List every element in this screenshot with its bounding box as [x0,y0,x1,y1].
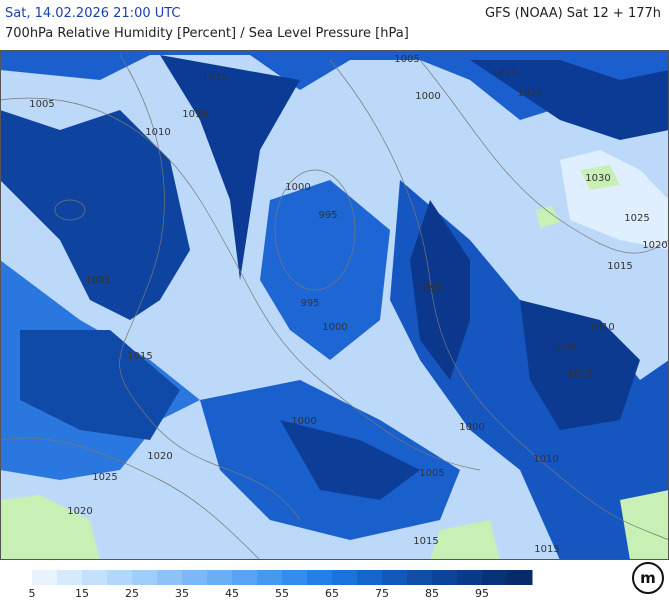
colorbar-label: 95 [475,587,489,600]
isobar-label: 1020 [67,506,92,517]
isobar-label: 1010 [589,322,614,333]
colorbar-cell [107,570,133,585]
colorbar-cell [457,570,483,585]
colorbar-cell [182,570,208,585]
colorbar-cell [207,570,233,585]
colorbar-cell [82,570,108,585]
isobar-label: 1005 [394,54,419,65]
isobar-label: 1000 [291,416,316,427]
isobar-label: 1010 [182,109,207,120]
colorbar-cell [257,570,283,585]
isobar-label: 1020 [147,451,172,462]
colorbar-label: 25 [125,587,139,600]
isobar-label: 1020 [517,88,542,99]
isobar-label: 1015 [567,369,592,380]
colorbar-cell [132,570,158,585]
colorbar-label: 65 [325,587,339,600]
colorbar-label: 75 [375,587,389,600]
colorbar-label: 15 [75,587,89,600]
map-title: 700hPa Relative Humidity [Percent] / Sea… [5,26,409,41]
logo: m [632,562,664,594]
colorbar-label: 5 [29,587,36,600]
isobar-label: 1020 [642,240,667,251]
colorbar-cell [282,570,308,585]
isobar-label: 1005 [85,275,110,286]
colorbar: 5 15 25 35 45 55 65 75 85 95 [29,570,533,600]
colorbar-cell [32,570,58,585]
colorbar-cell [482,570,508,585]
isobar-label: 995 [318,210,337,221]
isobar-label: 1030 [585,173,610,184]
colorbar-label: 35 [175,587,189,600]
colorbar-cell [232,570,258,585]
isobar-label: 1015 [202,72,227,83]
isobar-label: 1000 [459,422,484,433]
isobar-label: 1015 [413,536,438,547]
colorbar-cell [432,570,458,585]
colorbar-cell [507,570,533,585]
colorbar-cell [332,570,358,585]
isobar-label: 1000 [285,182,310,193]
model-run: GFS (NOAA) Sat 12 + 177h [484,6,661,21]
isobar-label: 1015 [127,351,152,362]
isobar-label: 1015 [534,544,559,555]
colorbar-cell [57,570,83,585]
map-field [0,50,669,561]
isobar-label: 1015 [607,261,632,272]
isobar-label: 1005 [419,468,444,479]
colorbar-label: 85 [425,587,439,600]
isobar-label: 1010 [145,127,170,138]
isobar-label: 1000 [415,91,440,102]
isobar-label: 1005 [29,99,54,110]
isobar-label: 1025 [624,213,649,224]
colorbar-cell [357,570,383,585]
isobar-label: 995 [300,298,319,309]
colorbar-label: 55 [275,587,289,600]
isobar-label: 1010 [533,454,558,465]
colorbar-cell [407,570,433,585]
isobar-label: 1000 [322,322,347,333]
isobar-labels: 1005101510201000100510151010101010301025… [29,54,667,555]
isobar-label: 995 [423,283,442,294]
isobar-label: 1000 [550,342,575,353]
isobar-label: 1015 [492,68,517,79]
colorbar-cell [157,570,183,585]
colorbar-cell [382,570,408,585]
colorbar-label: 45 [225,587,239,600]
svg-text:m: m [640,569,656,587]
datetime: Sat, 14.02.2026 21:00 UTC [5,6,181,21]
isobar-label: 1025 [92,472,117,483]
colorbar-cell [307,570,333,585]
